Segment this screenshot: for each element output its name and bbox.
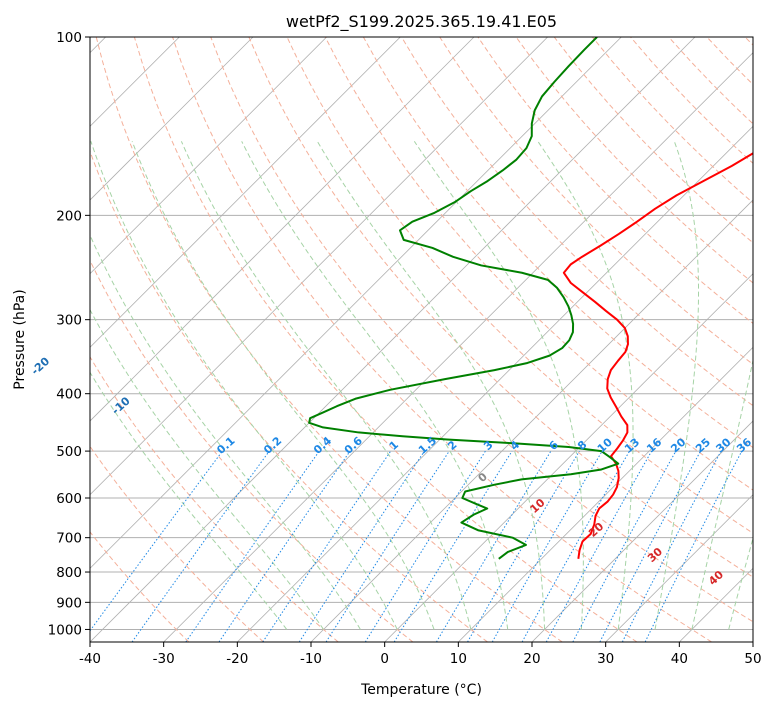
moist-adiabat-line <box>241 141 509 630</box>
moist-adiabat-line <box>691 358 753 630</box>
x-tick-label: 20 <box>523 651 540 667</box>
mixing-ratio-line <box>572 450 677 642</box>
isotherm-line <box>163 52 753 642</box>
x-axis-ticks: -40 -30 -20 -10 0 10 20 30 40 50 <box>79 642 762 667</box>
isotherm-line <box>90 37 254 201</box>
dry-adiabat-line <box>90 355 339 642</box>
dry-adiabat-line <box>210 37 753 623</box>
moist-adiabat-line <box>728 536 753 630</box>
x-tick-label: 40 <box>671 651 688 667</box>
moist-adiabat-line <box>90 308 324 630</box>
y-tick-label: 1000 <box>48 622 82 638</box>
y-tick-label: 100 <box>56 30 82 46</box>
isotherm-line <box>90 37 327 275</box>
x-tick-label: -20 <box>226 651 248 667</box>
dry-adiabat-line <box>95 37 563 642</box>
isotherm-line <box>90 37 622 569</box>
isotherm-line <box>531 420 753 642</box>
y-tick-label: 700 <box>56 531 82 547</box>
dry-adiabat-line <box>439 37 753 365</box>
temperature-profile-line <box>562 152 753 559</box>
profile-series <box>308 37 753 560</box>
mixing-ratio-line <box>435 450 552 642</box>
dry-adiabat-line <box>90 531 190 642</box>
y-tick-label: 300 <box>56 313 82 329</box>
x-tick-label: -40 <box>79 651 101 667</box>
dry-adiabat-line <box>324 37 753 491</box>
x-tick-label: 30 <box>597 651 614 667</box>
dry-adiabat-line <box>90 445 264 642</box>
plot-frame <box>89 36 754 643</box>
y-axis-ticks: 100 200 300 400 500 600 700 800 900 1000 <box>48 30 90 638</box>
x-tick-label: -30 <box>153 651 175 667</box>
x-tick-label: 50 <box>744 651 761 667</box>
moist-adiabat-line <box>654 141 700 630</box>
dry-adiabat-line <box>133 37 638 642</box>
mixing-ratio-line <box>521 450 630 642</box>
dry-adiabat-line <box>401 37 753 407</box>
mixing-ratio-line <box>599 450 701 642</box>
mixing-ratio-line <box>90 450 223 632</box>
isotherm-line <box>458 346 753 642</box>
y-tick-label: 600 <box>56 491 82 507</box>
dry-adiabat-line <box>90 149 488 642</box>
dry-adiabat-line <box>248 37 753 578</box>
mixing-ratio-line <box>364 450 486 642</box>
y-tick-label: 400 <box>56 387 82 403</box>
chart-title: wetPf2_S199.2025.365.19.41.E05 <box>286 12 557 32</box>
dry-adiabat-line <box>515 37 753 284</box>
y-tick-label: 900 <box>56 595 82 611</box>
x-tick-label: 0 <box>380 651 389 667</box>
y-tick-label: 800 <box>56 565 82 581</box>
moist-adiabat-line <box>90 371 288 630</box>
isotherm-line <box>384 273 753 642</box>
mixing-ratio-line <box>545 450 653 642</box>
dry-adiabat-line <box>90 259 414 642</box>
moist-adiabat-line <box>90 141 398 630</box>
isotherm-line <box>90 37 548 496</box>
moist-adiabat-line <box>131 141 435 630</box>
y-tick-label: 500 <box>56 444 82 460</box>
isotherm-line <box>605 494 753 642</box>
dry-adiabat-line <box>172 37 712 642</box>
x-tick-label: -10 <box>300 651 322 667</box>
dewpoint-profile-line <box>308 37 620 560</box>
x-tick-label: 10 <box>450 651 467 667</box>
y-axis-label: Pressure (hPa) <box>12 289 28 389</box>
isotherm-line <box>90 37 475 422</box>
isotherm-line <box>237 125 753 642</box>
mixing-ratio-line <box>621 450 722 642</box>
moist-adiabat-line <box>180 141 472 630</box>
y-tick-label: 200 <box>56 208 82 224</box>
x-axis-label: Temperature (°C) <box>360 682 482 698</box>
mixing-ratio-line <box>218 450 351 642</box>
isotherm-line <box>90 37 401 348</box>
mixing-ratio-line <box>644 450 743 642</box>
mixing-ratio-line <box>262 450 392 642</box>
mixing-ratio-line <box>393 450 513 642</box>
mixing-ratio-line <box>298 450 425 642</box>
mixing-ratio-line <box>185 450 320 642</box>
mixing-ratio-line <box>325 450 450 642</box>
isotherm-line <box>90 37 696 642</box>
moist-adiabat-line <box>90 233 361 630</box>
mixing-ratio-line <box>131 450 270 642</box>
background-lines <box>90 37 753 642</box>
